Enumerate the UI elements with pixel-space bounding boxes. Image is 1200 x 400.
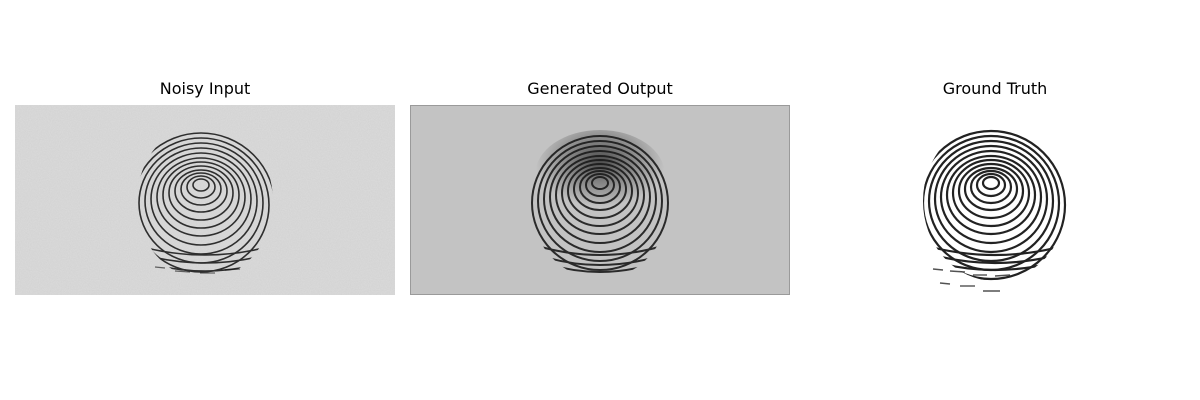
noisy-fingerprint-image [15, 105, 395, 295]
generated-fingerprint-image [410, 105, 790, 295]
panel-title: Noisy Input [159, 79, 251, 98]
ground-truth-fingerprint-image [805, 105, 1185, 295]
panel-title: Generated Output [527, 79, 673, 98]
panel-ground-truth: Ground Truth [805, 78, 1185, 295]
panel-noisy-input: Noisy Input [15, 78, 395, 295]
panel-title: Ground Truth [942, 79, 1048, 98]
panel-generated-output: Generated Output [410, 78, 790, 295]
